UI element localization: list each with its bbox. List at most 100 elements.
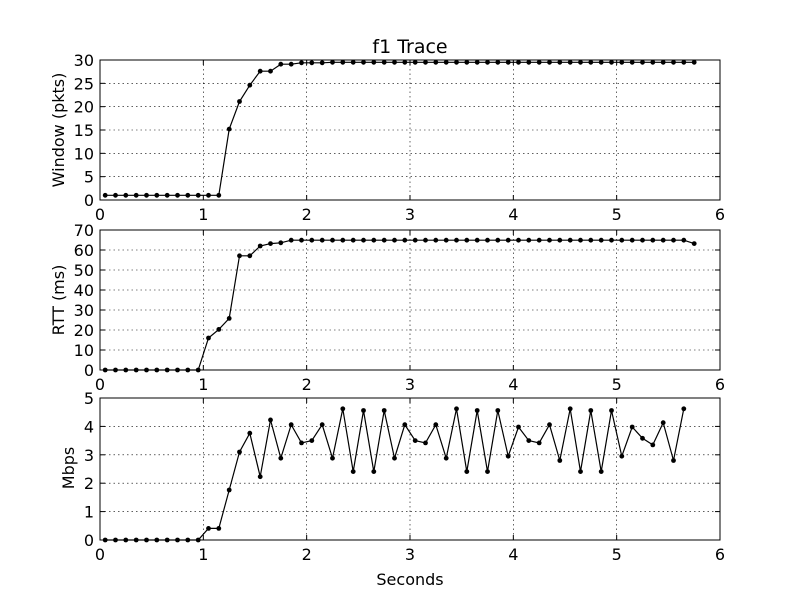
x-tick-label: 1: [198, 375, 208, 394]
data-point: [443, 237, 449, 243]
data-point: [598, 237, 604, 243]
mbps-subplot: Mbps Seconds 0 1 2 3 4 5 6 0 1 2 3 4 5: [59, 389, 725, 589]
data-point: [226, 316, 232, 321]
plot-marks: [102, 237, 697, 373]
data-point: [660, 420, 666, 426]
data-point: [609, 408, 614, 413]
data-point: [536, 237, 542, 243]
data-point: [257, 474, 263, 480]
data-point: [206, 335, 211, 341]
data-point: [681, 237, 687, 243]
data-point: [547, 237, 552, 243]
data-point: [660, 237, 666, 243]
data-point: [361, 237, 366, 243]
data-point: [609, 59, 614, 65]
data-point: [691, 59, 697, 65]
data-point: [319, 60, 325, 66]
plot-marks: [102, 406, 687, 543]
data-point: [454, 59, 459, 65]
x-tick-label: 0: [95, 545, 105, 564]
data-point: [226, 487, 232, 493]
data-point: [557, 458, 563, 463]
data-point: [495, 59, 501, 65]
data-point: [268, 241, 273, 247]
data-point: [681, 406, 687, 412]
data-point: [433, 422, 439, 428]
ticks: 0 1 2 3 4 5 6 0 1 2 3 4 5: [84, 389, 725, 564]
y-tick-label: 25: [74, 74, 94, 93]
data-point: [671, 458, 676, 463]
x-tick-label: 5: [612, 545, 622, 564]
grid: [100, 230, 720, 370]
data-point: [288, 422, 294, 428]
data-point: [516, 237, 521, 243]
data-point: [206, 192, 211, 198]
data-point: [340, 406, 346, 412]
data-point: [578, 469, 583, 474]
data-point: [402, 422, 408, 428]
y-axis-label-rtt: RTT (ms): [49, 265, 68, 336]
x-tick-label: 4: [508, 545, 518, 564]
y-tick-label: 60: [74, 241, 94, 260]
data-point: [133, 192, 139, 198]
data-point: [433, 59, 439, 65]
y-tick-label: 50: [74, 261, 94, 280]
data-point: [288, 237, 294, 243]
data-point: [433, 237, 439, 243]
data-point: [464, 59, 470, 65]
data-point: [650, 442, 656, 448]
data-point: [113, 192, 118, 198]
data-point: [268, 68, 273, 74]
data-point: [505, 453, 511, 459]
data-point: [247, 253, 253, 259]
data-point: [102, 192, 108, 198]
data-point: [299, 440, 304, 446]
y-tick-label: 5: [84, 389, 94, 408]
x-tick-label: 0: [95, 375, 105, 394]
data-point: [206, 526, 211, 531]
series-line: [105, 239, 695, 371]
data-point: [381, 237, 387, 243]
data-point: [495, 237, 501, 243]
data-point: [547, 59, 552, 65]
data-point: [257, 243, 263, 249]
data-point: [485, 469, 490, 474]
data-point: [123, 192, 129, 198]
data-point: [650, 237, 656, 243]
x-tick-label: 3: [405, 545, 415, 564]
data-point: [650, 59, 656, 65]
data-point: [526, 237, 532, 243]
data-point: [485, 59, 490, 65]
data-point: [619, 453, 625, 459]
data-point: [237, 99, 242, 104]
data-point: [505, 237, 511, 243]
data-point: [423, 440, 428, 446]
data-point: [536, 440, 542, 446]
data-point: [185, 192, 191, 198]
data-point: [454, 237, 459, 243]
y-tick-label: 4: [84, 417, 94, 436]
data-point: [175, 192, 180, 198]
x-tick-label: 2: [302, 205, 312, 224]
data-point: [361, 59, 366, 65]
data-point: [144, 192, 149, 198]
data-point: [340, 237, 346, 243]
data-point: [547, 422, 552, 428]
y-tick-label: 0: [84, 531, 94, 550]
data-point: [485, 237, 490, 243]
data-point: [216, 327, 222, 332]
x-tick-label: 0: [95, 205, 105, 224]
data-point: [371, 469, 377, 474]
y-tick-label: 70: [74, 221, 94, 240]
window-subplot: f1 Trace Window (pkts) 0 1 2 3 4 5 60510152025…: [49, 36, 725, 224]
x-tick-label: 5: [612, 205, 622, 224]
data-point: [660, 59, 666, 65]
x-tick-label: 2: [302, 545, 312, 564]
data-point: [237, 253, 242, 259]
data-point: [299, 60, 304, 66]
x-tick-label: 5: [612, 375, 622, 394]
y-tick-label: 5: [84, 168, 94, 187]
data-point: [640, 435, 645, 441]
data-point: [402, 59, 408, 65]
